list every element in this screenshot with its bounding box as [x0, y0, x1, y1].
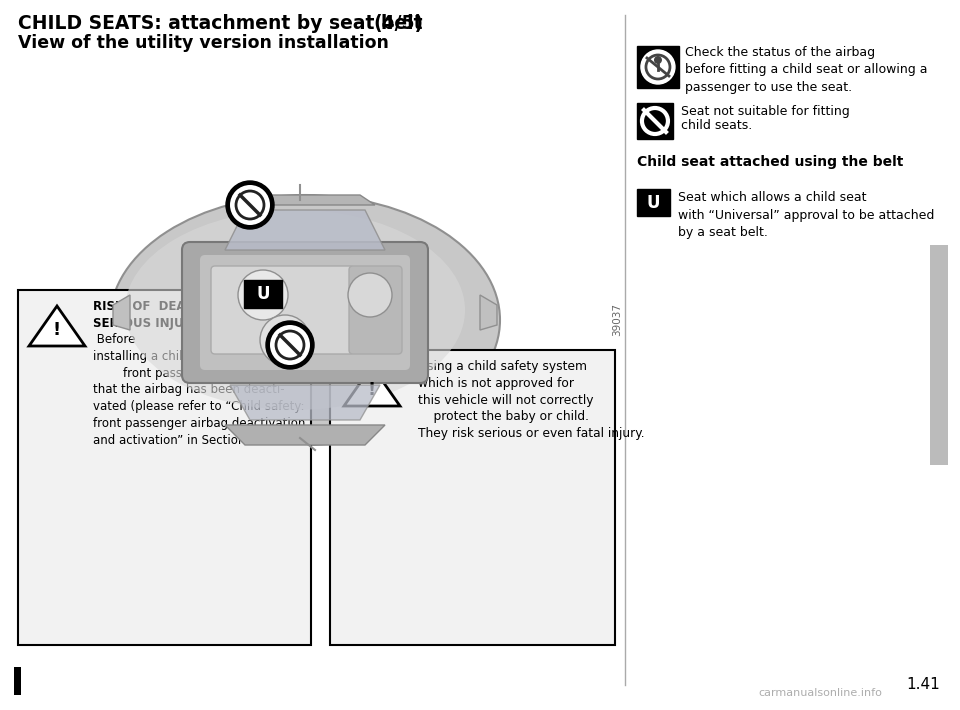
Circle shape — [260, 315, 310, 365]
Ellipse shape — [125, 210, 465, 410]
Text: RISK  OF  DEATH  OR
SERIOUS INJURY:: RISK OF DEATH OR SERIOUS INJURY: — [93, 300, 230, 329]
FancyBboxPatch shape — [182, 242, 428, 383]
Circle shape — [641, 50, 675, 84]
Polygon shape — [29, 306, 85, 346]
Ellipse shape — [110, 195, 500, 445]
FancyBboxPatch shape — [200, 255, 410, 370]
Circle shape — [270, 325, 310, 365]
FancyBboxPatch shape — [930, 245, 948, 465]
FancyBboxPatch shape — [244, 280, 282, 308]
Polygon shape — [225, 425, 385, 445]
Polygon shape — [235, 195, 375, 205]
Text: U: U — [256, 285, 270, 303]
Circle shape — [230, 185, 270, 225]
FancyBboxPatch shape — [637, 46, 679, 88]
Text: Seat which allows a child seat
with “Universal” approval to be attached
by a sea: Seat which allows a child seat with “Uni… — [678, 191, 934, 239]
Text: (4/5): (4/5) — [373, 14, 423, 33]
Text: carmanualsonline.info: carmanualsonline.info — [758, 688, 882, 698]
Polygon shape — [113, 295, 130, 330]
FancyBboxPatch shape — [330, 350, 615, 645]
Text: CHILD SEATS: attachment by seat belt: CHILD SEATS: attachment by seat belt — [18, 14, 429, 33]
Text: 39037: 39037 — [612, 303, 622, 337]
Text: U: U — [647, 194, 660, 212]
Text: 1.41: 1.41 — [906, 677, 940, 692]
FancyBboxPatch shape — [14, 667, 21, 695]
Text: Seat not suitable for fitting: Seat not suitable for fitting — [681, 105, 850, 118]
Text: Check the status of the airbag
before fitting a child seat or allowing a
passeng: Check the status of the airbag before fi… — [685, 46, 927, 94]
Text: !: ! — [53, 321, 61, 339]
Text: View of the utility version installation: View of the utility version installation — [18, 34, 389, 52]
Polygon shape — [225, 210, 385, 250]
FancyBboxPatch shape — [18, 290, 311, 645]
Circle shape — [238, 270, 288, 320]
Circle shape — [266, 321, 314, 369]
Polygon shape — [230, 385, 380, 420]
Polygon shape — [344, 366, 400, 406]
FancyBboxPatch shape — [349, 266, 402, 354]
Text: Child seat attached using the belt: Child seat attached using the belt — [637, 155, 903, 169]
FancyBboxPatch shape — [637, 189, 670, 216]
Circle shape — [654, 56, 662, 64]
FancyBboxPatch shape — [211, 266, 354, 354]
Text: Using a child safety system
which is not approved for
this vehicle will not corr: Using a child safety system which is not… — [418, 360, 644, 440]
Text: !: ! — [368, 381, 376, 399]
Circle shape — [226, 181, 274, 229]
FancyBboxPatch shape — [637, 103, 673, 139]
Circle shape — [348, 273, 392, 317]
Text: child seats.: child seats. — [681, 119, 753, 132]
Text: Before
installing a child seat on the
        front passenger seat, check
that t: Before installing a child seat on the fr… — [93, 333, 305, 447]
Polygon shape — [480, 295, 497, 330]
